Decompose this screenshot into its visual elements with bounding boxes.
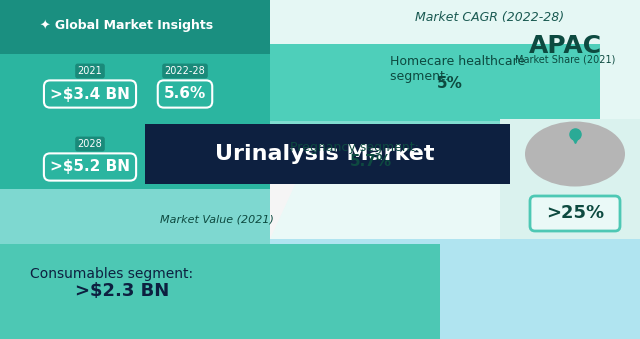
Polygon shape — [0, 239, 640, 339]
Text: Homecare healthcare
segment:: Homecare healthcare segment: — [390, 55, 525, 83]
Text: 5.6%: 5.6% — [164, 86, 206, 101]
Polygon shape — [270, 121, 530, 181]
Text: Urinalysis Market: Urinalysis Market — [215, 144, 435, 164]
Text: ✦ Global Market Insights: ✦ Global Market Insights — [40, 19, 213, 32]
Ellipse shape — [525, 121, 625, 186]
Polygon shape — [0, 0, 270, 339]
Text: Market CAGR (2022-28): Market CAGR (2022-28) — [415, 11, 564, 24]
Text: 2022-28: 2022-28 — [164, 66, 205, 76]
Text: >$3.4 BN: >$3.4 BN — [50, 86, 130, 101]
Text: 5.7%: 5.7% — [350, 154, 392, 168]
Text: Market Value (2021): Market Value (2021) — [160, 214, 274, 224]
Polygon shape — [0, 189, 270, 339]
Text: 5%: 5% — [437, 77, 463, 92]
Text: >25%: >25% — [546, 204, 604, 222]
Text: Pregnancy segment:: Pregnancy segment: — [290, 140, 419, 154]
FancyBboxPatch shape — [530, 196, 620, 231]
Polygon shape — [500, 119, 640, 239]
Polygon shape — [145, 124, 510, 184]
Text: >$2.3 BN: >$2.3 BN — [75, 282, 169, 300]
Text: 2028: 2028 — [77, 139, 102, 149]
Polygon shape — [0, 0, 270, 54]
Polygon shape — [270, 0, 640, 239]
Text: Consumables segment:: Consumables segment: — [30, 267, 193, 281]
Text: 2021: 2021 — [77, 66, 102, 76]
Text: Market Share (2021): Market Share (2021) — [515, 54, 615, 64]
Polygon shape — [0, 244, 440, 339]
Text: >$5.2 BN: >$5.2 BN — [50, 160, 130, 175]
Polygon shape — [270, 0, 640, 124]
Text: APAC: APAC — [529, 34, 602, 58]
Polygon shape — [270, 44, 600, 121]
